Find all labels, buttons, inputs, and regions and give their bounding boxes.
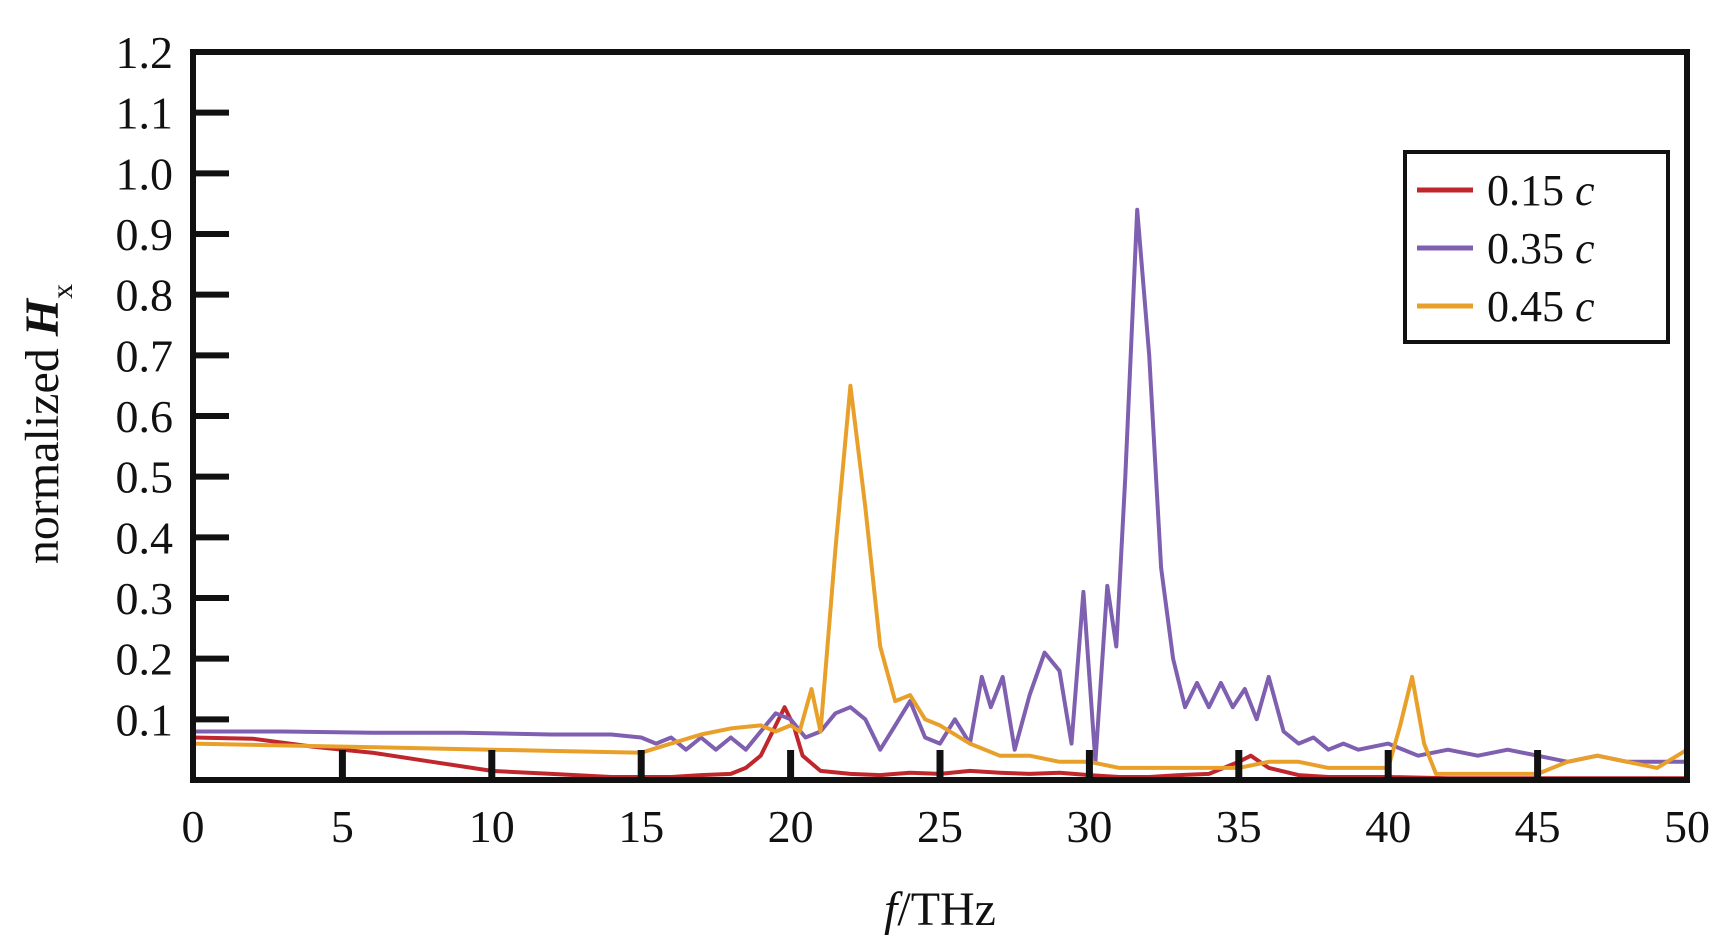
x-tick-label: 15: [618, 801, 664, 852]
series-layer: [191, 207, 1689, 781]
legend-label-unit: c: [1575, 282, 1595, 331]
series-line-2: [191, 207, 1689, 764]
y-axis-label-variable: H: [16, 297, 69, 337]
legend-label-value: 0.45: [1487, 282, 1575, 331]
x-tick-label: 50: [1664, 801, 1710, 852]
y-tick-label: 0.2: [116, 634, 174, 685]
x-tick-label: 25: [917, 801, 963, 852]
series-line-1: [191, 705, 1689, 781]
legend-label-2: 0.35 c: [1487, 224, 1595, 273]
legend-label-value: 0.15: [1487, 166, 1575, 215]
legend-label-unit: c: [1575, 166, 1595, 215]
legend-label-3: 0.45 c: [1487, 282, 1595, 331]
x-tick-label: 40: [1365, 801, 1411, 852]
x-tick-label: 30: [1066, 801, 1112, 852]
ticks-layer: 0 5 10 15 20 25 30 35 40 45 50 0.1 0.2 0.3 0.4 0.5 0.6 0.…: [116, 27, 1711, 852]
y-axis-label-subscript: x: [46, 284, 79, 299]
y-tick-label: 0.9: [116, 209, 174, 260]
series-line-3: [191, 383, 1689, 776]
x-axis-label: f/THz: [884, 883, 996, 936]
legend-label-value: 0.35: [1487, 224, 1575, 273]
x-tick-label: 5: [331, 801, 354, 852]
x-tick-label: 45: [1515, 801, 1561, 852]
y-tick-label: 0.1: [116, 694, 174, 745]
y-tick-label: 1.2: [116, 27, 174, 78]
legend-label-unit: c: [1575, 224, 1595, 273]
x-tick-label: 20: [768, 801, 814, 852]
legend: 0.15 c0.35 c0.45 c: [1403, 150, 1670, 344]
y-tick-label: 0.8: [116, 270, 174, 321]
y-axis-label: normalized Hx: [16, 284, 79, 564]
x-tick-label: 35: [1216, 801, 1262, 852]
y-tick-label: 1.0: [116, 148, 174, 199]
y-tick-label: 1.1: [116, 88, 174, 139]
y-axis-label-text: normalized: [16, 336, 69, 564]
y-tick-label: 0.5: [116, 452, 174, 503]
y-tick-label: 0.7: [116, 330, 174, 381]
legend-label-1: 0.15 c: [1487, 166, 1595, 215]
x-tick-label: 10: [469, 801, 515, 852]
x-axis-label-unit: /THz: [897, 883, 996, 936]
x-tick-label: 0: [182, 801, 205, 852]
y-tick-label: 0.3: [116, 573, 174, 624]
y-tick-label: 0.6: [116, 391, 174, 442]
y-tick-label: 0.4: [116, 512, 174, 563]
